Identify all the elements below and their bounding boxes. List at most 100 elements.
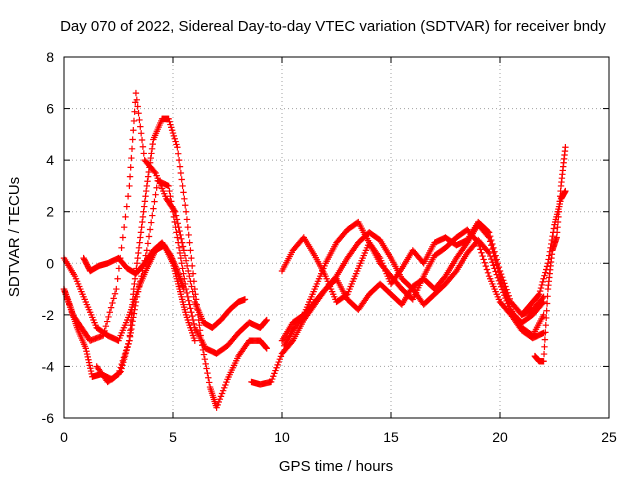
data-point: [181, 195, 188, 203]
data-point: [273, 364, 280, 371]
data-point: [485, 229, 493, 236]
data-point: [288, 338, 296, 346]
data-point: [543, 300, 551, 307]
data-point: [140, 208, 147, 215]
x-tick-label: 20: [492, 429, 508, 445]
data-point: [105, 313, 112, 321]
data-point: [538, 281, 546, 289]
data-point: [270, 373, 277, 380]
data-point: [185, 231, 192, 239]
data-point: [172, 212, 180, 219]
data-point: [276, 356, 284, 363]
data-point: [148, 150, 155, 157]
series-track-e: [80, 239, 188, 293]
data-point: [145, 233, 153, 240]
data-point: [489, 240, 496, 248]
data-point: [183, 216, 191, 223]
data-point: [213, 404, 220, 411]
data-point: [537, 284, 545, 292]
data-point: [137, 229, 145, 236]
data-point: [151, 168, 158, 175]
data-point: [106, 309, 113, 316]
data-point: [488, 236, 495, 244]
data-point: [179, 182, 186, 190]
data-point: [148, 219, 155, 226]
data-point: [489, 259, 496, 266]
data-point: [274, 361, 281, 369]
data-point: [143, 247, 151, 254]
data-point: [131, 275, 139, 282]
data-point: [490, 262, 497, 269]
data-point: [177, 231, 184, 239]
y-tick-label: 0: [46, 255, 54, 271]
data-point: [477, 246, 484, 253]
data-point: [491, 265, 498, 272]
data-point: [488, 255, 495, 263]
data-point: [183, 262, 191, 270]
data-point: [188, 309, 195, 316]
data-point: [134, 254, 141, 262]
data-point: [506, 306, 514, 313]
data-point: [185, 267, 192, 275]
data-point: [490, 244, 497, 252]
data-point: [173, 141, 180, 148]
data-point: [184, 293, 192, 301]
data-point: [271, 370, 278, 377]
data-point: [176, 163, 184, 170]
data-point: [196, 321, 203, 329]
data-point: [219, 387, 227, 394]
data-point: [168, 127, 176, 134]
data-point: [131, 108, 138, 115]
data-point: [117, 364, 124, 371]
data-point: [144, 240, 152, 247]
data-point: [82, 345, 89, 352]
data-point: [189, 270, 197, 277]
data-point: [173, 216, 181, 223]
data-point: [169, 129, 177, 137]
data-point: [543, 266, 550, 273]
data-point: [173, 229, 180, 236]
data-point: [149, 212, 156, 219]
data-point: [205, 379, 213, 386]
data-point: [132, 89, 140, 97]
data-point: [540, 350, 548, 358]
data-point: [84, 353, 91, 361]
x-axis-label: GPS time / hours: [279, 458, 393, 475]
data-point: [203, 365, 210, 372]
data-point: [145, 168, 153, 176]
y-axis-label: SDTVAR / TECUs: [6, 177, 23, 297]
data-point: [102, 323, 110, 330]
data-point: [222, 381, 229, 389]
data-point: [539, 278, 546, 286]
data-point: [180, 189, 187, 196]
y-tick-labels: -6 -4 -2 0 2 4 6 8: [42, 49, 55, 426]
data-point: [136, 116, 143, 124]
data-point: [492, 252, 499, 259]
series-track-h: [278, 218, 547, 344]
data-point: [492, 268, 499, 275]
data-point: [141, 203, 148, 210]
data-point: [137, 130, 145, 137]
data-point: [217, 393, 225, 400]
data-point: [483, 266, 491, 273]
data-point: [215, 398, 222, 406]
series-track-c: [60, 89, 249, 344]
data-point: [491, 248, 498, 255]
data-point: [545, 256, 552, 263]
data-points: [60, 89, 569, 411]
data-point: [275, 358, 282, 366]
chart-title: Day 070 of 2022, Sidereal Day-to-day VTE…: [60, 18, 606, 35]
data-point: [241, 296, 249, 303]
data-point: [128, 325, 135, 333]
data-point: [182, 202, 189, 209]
data-point: [540, 275, 547, 282]
data-point: [147, 154, 154, 162]
data-point: [216, 395, 224, 403]
data-point: [174, 220, 181, 227]
data-point: [138, 136, 146, 144]
data-point: [119, 357, 127, 364]
data-point: [126, 182, 133, 190]
data-point: [135, 110, 142, 117]
data-point: [171, 208, 179, 215]
data-point: [176, 227, 183, 235]
